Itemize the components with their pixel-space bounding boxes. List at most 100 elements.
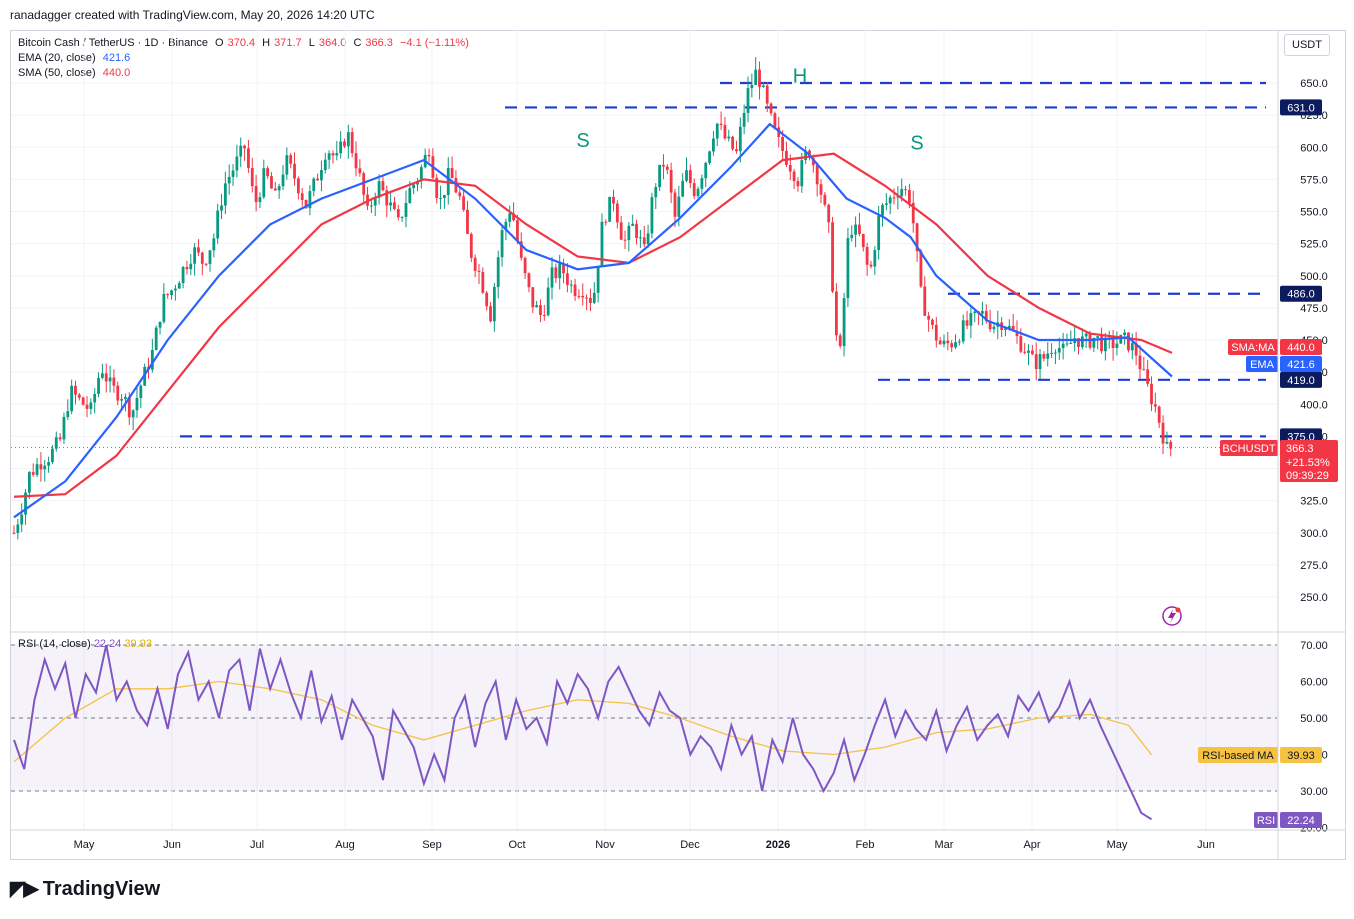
candle bbox=[577, 289, 581, 300]
ema-tag-text: EMA bbox=[1250, 359, 1275, 371]
candle bbox=[546, 277, 550, 317]
candle bbox=[750, 73, 754, 98]
candle bbox=[227, 164, 231, 195]
candle bbox=[139, 384, 143, 409]
ema-row[interactable]: EMA (20, close) 421.6 bbox=[18, 51, 473, 66]
candle bbox=[562, 258, 565, 284]
candle bbox=[423, 148, 427, 169]
candle bbox=[158, 321, 162, 335]
candle bbox=[150, 338, 154, 373]
candle bbox=[243, 144, 246, 161]
symbol-tag-text: BCHUSDT bbox=[1222, 443, 1275, 455]
candle bbox=[516, 214, 519, 245]
time-tick-label: Sep bbox=[422, 839, 442, 851]
price-badge-pct: +21.53% bbox=[1286, 457, 1330, 469]
symbol-title[interactable]: Bitcoin Cash / TetherUS · 1D · Binance bbox=[18, 37, 208, 49]
candle bbox=[39, 452, 43, 482]
alert-icon[interactable] bbox=[1162, 606, 1182, 626]
price-tick-label: 475.0 bbox=[1300, 303, 1328, 315]
candle bbox=[535, 301, 539, 308]
candle bbox=[600, 213, 604, 267]
candle bbox=[827, 203, 831, 233]
tradingview-logo[interactable]: ◤▶ TradingView bbox=[10, 876, 160, 901]
time-tick-label: May bbox=[1107, 839, 1128, 851]
candle bbox=[773, 111, 777, 129]
time-tick-label: Oct bbox=[508, 839, 525, 851]
candle bbox=[343, 138, 346, 149]
candle bbox=[27, 471, 31, 499]
candle bbox=[1027, 344, 1030, 366]
candle bbox=[927, 312, 931, 332]
rsi-legend[interactable]: RSI (14, close) 22.24 39.93 bbox=[18, 638, 152, 650]
candle bbox=[400, 216, 404, 222]
sma-row[interactable]: SMA (50, close) 440.0 bbox=[18, 66, 473, 81]
level-badge-label: 486.0 bbox=[1287, 289, 1315, 301]
price-tick-label: 525.0 bbox=[1300, 239, 1328, 251]
candle bbox=[277, 183, 281, 199]
candle bbox=[1130, 333, 1134, 360]
candle bbox=[615, 200, 619, 229]
candle bbox=[258, 192, 262, 209]
candle bbox=[708, 150, 711, 166]
candle bbox=[931, 318, 934, 330]
candle bbox=[731, 135, 735, 151]
candle bbox=[335, 140, 339, 161]
candle bbox=[162, 283, 166, 324]
candle bbox=[1111, 330, 1115, 361]
candle bbox=[1011, 313, 1015, 333]
candle bbox=[592, 282, 596, 305]
time-tick-label: Jul bbox=[250, 839, 264, 851]
candle bbox=[166, 293, 170, 299]
candle bbox=[1080, 328, 1084, 350]
candle bbox=[416, 177, 419, 192]
candle bbox=[865, 242, 869, 276]
candle bbox=[366, 186, 369, 211]
candle bbox=[200, 251, 204, 276]
candle bbox=[658, 164, 662, 192]
level-badge bbox=[1280, 99, 1322, 116]
sma-ma-tag bbox=[1228, 339, 1278, 355]
rsi-ma-badge-text: 39.93 bbox=[1287, 750, 1315, 762]
candle bbox=[439, 185, 442, 210]
candle bbox=[270, 172, 273, 189]
rsi-badge-text: 22.24 bbox=[1287, 815, 1315, 827]
price-tick-label: 250.0 bbox=[1300, 592, 1328, 604]
candle bbox=[542, 304, 546, 321]
change-value: −4.1 (−1.11%) bbox=[399, 37, 469, 49]
candle bbox=[24, 488, 27, 525]
rsi-tag-text: RSI bbox=[1257, 815, 1275, 827]
ema-label: EMA (20, close) bbox=[18, 52, 96, 64]
candle bbox=[74, 380, 77, 405]
candle bbox=[727, 129, 731, 142]
candle bbox=[1038, 349, 1042, 380]
candle bbox=[116, 381, 120, 406]
candle bbox=[446, 157, 450, 205]
candle bbox=[654, 183, 658, 210]
candle bbox=[765, 81, 769, 113]
candle bbox=[742, 104, 746, 135]
candle bbox=[858, 212, 861, 237]
symbol-row: Bitcoin Cash / TetherUS · 1D · Binance O… bbox=[18, 36, 473, 51]
candle bbox=[77, 392, 81, 401]
price-tick-label: 500.0 bbox=[1300, 271, 1328, 283]
candle bbox=[350, 127, 354, 158]
candle bbox=[631, 214, 635, 227]
candle bbox=[135, 386, 139, 418]
price-tick-label: 400.0 bbox=[1300, 399, 1328, 411]
candle bbox=[696, 186, 700, 199]
candle bbox=[1057, 337, 1061, 360]
candle bbox=[466, 200, 469, 235]
candle bbox=[1096, 335, 1100, 350]
candle bbox=[185, 260, 189, 275]
candle bbox=[785, 141, 788, 168]
candle bbox=[861, 233, 865, 252]
rsi-ma-badge bbox=[1280, 747, 1322, 763]
candle bbox=[846, 227, 850, 307]
currency-button[interactable]: USDT bbox=[1284, 34, 1330, 56]
candle bbox=[381, 176, 385, 192]
candle bbox=[719, 111, 723, 131]
candle bbox=[412, 182, 416, 195]
candle bbox=[823, 192, 827, 207]
candle bbox=[308, 185, 312, 216]
